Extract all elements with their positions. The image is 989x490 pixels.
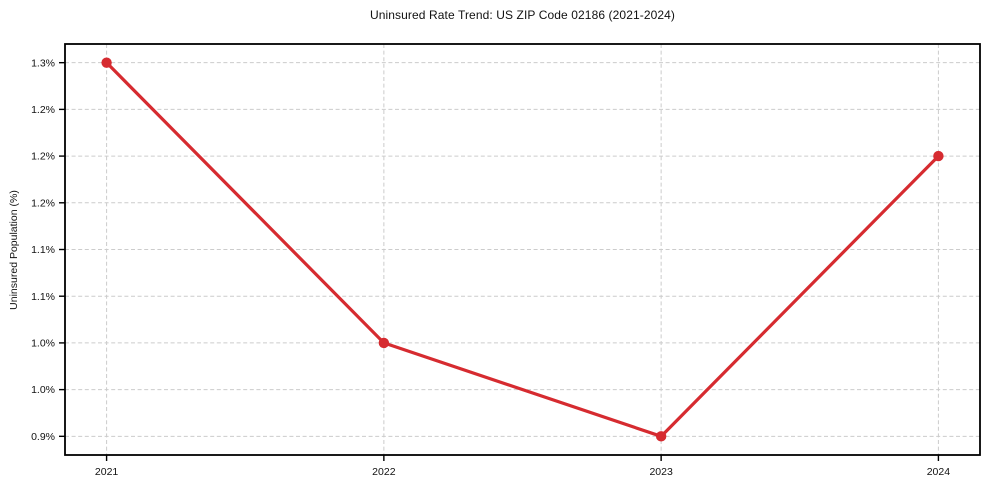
y-tick-label: 1.2% bbox=[31, 197, 55, 209]
y-tick-label: 1.1% bbox=[31, 244, 55, 256]
data-point-marker bbox=[933, 150, 944, 162]
y-tick-label: 0.9% bbox=[31, 431, 55, 443]
y-tick-label: 1.3% bbox=[31, 57, 55, 69]
x-tick-label: 2021 bbox=[95, 466, 119, 478]
y-tick-label: 1.0% bbox=[31, 338, 55, 350]
x-tick-label: 2022 bbox=[372, 466, 396, 478]
x-tick-label: 2023 bbox=[649, 466, 673, 478]
chart-title: Uninsured Rate Trend: US ZIP Code 02186 … bbox=[369, 8, 676, 22]
y-tick-label: 1.1% bbox=[31, 291, 55, 303]
trend-line bbox=[104, 61, 941, 438]
plot-frame bbox=[64, 43, 981, 456]
data-point-marker bbox=[378, 337, 390, 349]
data-point-marker bbox=[655, 431, 667, 442]
y-tick-label: 1.2% bbox=[31, 151, 55, 163]
x-tick-label: 2024 bbox=[927, 466, 951, 478]
y-tick-label: 1.0% bbox=[31, 384, 55, 396]
y-tick-label: 1.2% bbox=[31, 104, 55, 116]
data-point-marker bbox=[101, 57, 112, 68]
